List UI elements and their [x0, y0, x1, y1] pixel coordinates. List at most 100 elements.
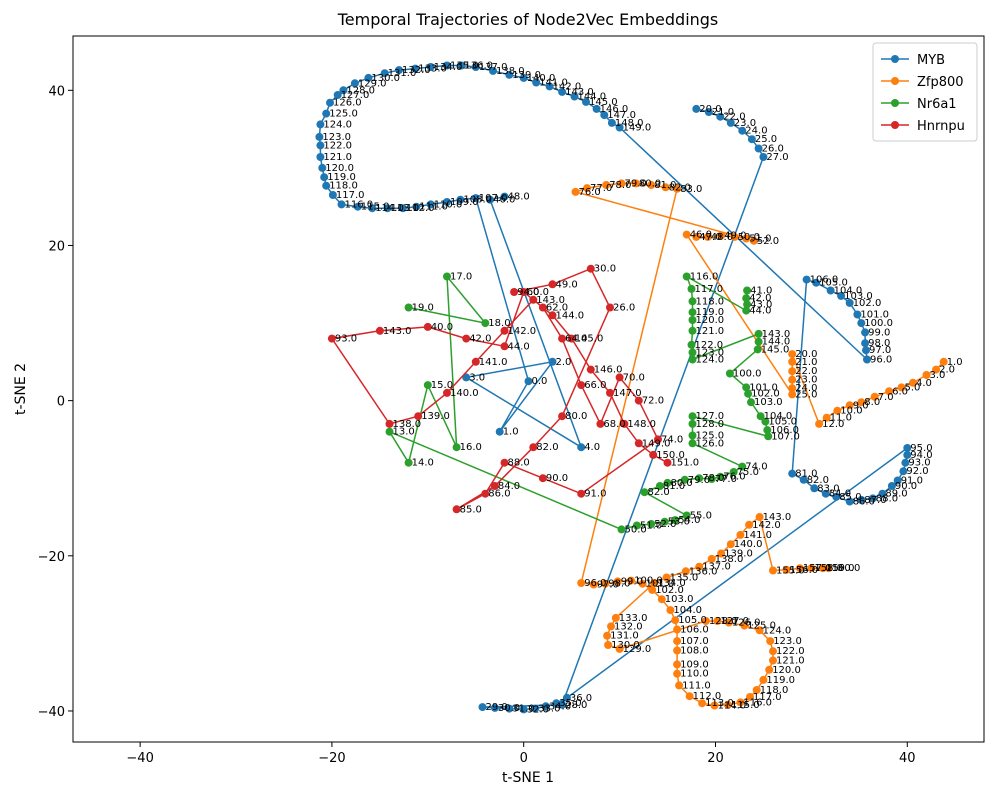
- point-label-zfp800: 127.0: [720, 616, 749, 627]
- point-label-zfp800: 47.0: [699, 232, 721, 243]
- point-label-myb: 82.0: [807, 475, 829, 486]
- data-point-hnrnpu: [663, 458, 672, 467]
- point-label-myb: 30.0: [498, 703, 520, 714]
- point-label-hnrnpu: 62.0: [546, 303, 568, 314]
- point-label-hnrnpu: 149.0: [642, 438, 671, 449]
- point-label-zfp800: 131.0: [610, 631, 639, 642]
- legend-item-hnrnpu: Hnrnpu: [881, 119, 965, 134]
- data-point-myb: [395, 66, 403, 75]
- chart-title: Temporal Trajectories of Node2Vec Embedd…: [337, 10, 719, 29]
- data-point-myb: [541, 702, 550, 711]
- point-label-hnrnpu: 90.0: [546, 473, 568, 484]
- point-label-nr6a1: 74.0: [745, 462, 767, 473]
- data-point-hnrnpu: [500, 326, 509, 335]
- point-label-nr6a1: 13.0: [393, 427, 415, 438]
- data-point-zfp800: [845, 401, 854, 410]
- point-label-myb: 137.0: [479, 62, 508, 73]
- legend-label: Zfp800: [917, 75, 964, 90]
- point-label-hnrnpu: 26.0: [613, 303, 635, 314]
- data-point-myb: [411, 64, 420, 73]
- data-point-hnrnpu: [548, 311, 557, 320]
- data-point-zfp800: [818, 564, 827, 573]
- point-label-myb: 121.0: [323, 152, 352, 163]
- data-point-nr6a1: [688, 316, 697, 324]
- point-label-nr6a1: 44.0: [749, 306, 771, 317]
- data-point-nr6a1: [707, 475, 716, 483]
- data-point-myb: [862, 346, 870, 355]
- point-label-myb: 101.0: [860, 310, 889, 321]
- point-label-myb: 34.0: [549, 701, 571, 712]
- point-label-nr6a1: 81.0: [663, 481, 685, 492]
- point-label-zfp800: 3.0: [930, 370, 946, 381]
- point-label-zfp800: 82.0: [669, 182, 691, 193]
- data-point-myb: [759, 153, 768, 161]
- data-point-nr6a1: [695, 474, 704, 483]
- data-point-zfp800: [932, 365, 941, 374]
- point-label-myb: 120.0: [325, 163, 354, 174]
- point-label-zfp800: 23.0: [795, 375, 817, 386]
- data-point-myb: [826, 286, 835, 295]
- point-label-myb: 106.0: [810, 275, 839, 286]
- point-label-zfp800: 81.0: [654, 180, 676, 191]
- legend-marker: [891, 55, 899, 63]
- data-point-nr6a1: [682, 272, 691, 281]
- point-label-nr6a1: 125.0: [696, 431, 725, 442]
- point-label-myb: 86.0: [853, 497, 875, 508]
- point-label-nr6a1: 145.0: [761, 344, 790, 355]
- data-point-zfp800: [755, 513, 764, 521]
- point-label-zfp800: 100.0: [634, 576, 663, 587]
- point-label-nr6a1: 55.0: [690, 511, 712, 522]
- point-label-nr6a1: 124.0: [696, 355, 725, 366]
- data-point-nr6a1: [742, 294, 751, 303]
- point-label-nr6a1: 15.0: [431, 380, 453, 391]
- data-point-nr6a1: [385, 427, 394, 436]
- data-point-zfp800: [638, 579, 647, 588]
- data-point-zfp800: [673, 637, 682, 646]
- data-point-myb: [505, 70, 514, 79]
- data-point-hnrnpu: [500, 458, 509, 467]
- point-label-myb: 88.0: [876, 493, 898, 504]
- point-label-nr6a1: 76.0: [723, 472, 745, 483]
- point-label-myb: 92.0: [906, 466, 928, 477]
- point-label-hnrnpu: 64.0: [565, 334, 587, 345]
- point-label-zfp800: 126.0: [732, 618, 761, 629]
- point-label-zfp800: 97.0: [597, 580, 619, 591]
- data-point-zfp800: [742, 234, 751, 243]
- data-point-nr6a1: [763, 426, 772, 435]
- point-label-myb: 84.0: [829, 489, 851, 500]
- point-label-myb: 140.0: [527, 73, 556, 84]
- data-point-zfp800: [717, 231, 726, 240]
- point-label-zfp800: 128.0: [709, 616, 738, 627]
- point-label-nr6a1: 19.0: [412, 303, 434, 314]
- data-point-hnrnpu: [606, 303, 614, 312]
- data-point-myb: [353, 202, 362, 211]
- data-point-nr6a1: [716, 472, 725, 481]
- point-label-zfp800: 12.0: [822, 419, 844, 430]
- data-point-nr6a1: [671, 516, 680, 525]
- point-label-zfp800: 99.0: [621, 576, 643, 587]
- data-point-zfp800: [788, 367, 797, 376]
- point-label-zfp800: 49.0: [724, 230, 746, 241]
- point-label-nr6a1: 18.0: [488, 318, 510, 329]
- point-label-nr6a1: 126.0: [696, 438, 725, 449]
- data-point-nr6a1: [655, 482, 664, 490]
- point-label-myb: 124.0: [323, 119, 352, 130]
- data-point-nr6a1: [744, 389, 753, 398]
- point-label-myb: 131.0: [388, 68, 417, 79]
- series-layer: [315, 61, 948, 714]
- data-point-myb: [887, 482, 896, 490]
- point-label-myb: 119.0: [327, 172, 356, 183]
- point-label-myb: 20.0: [699, 104, 721, 115]
- point-label-hnrnpu: 82.0: [536, 442, 558, 453]
- x-tick-label: −40: [126, 751, 153, 766]
- point-label-myb: 0.0: [532, 376, 548, 387]
- series-zfp800: [571, 179, 948, 710]
- point-label-nr6a1: 42.0: [749, 293, 771, 304]
- data-point-hnrnpu: [596, 419, 605, 428]
- point-label-zfp800: 120.0: [772, 665, 801, 676]
- point-label-nr6a1: 53.0: [668, 517, 690, 528]
- y-tick-label: −40: [38, 705, 65, 720]
- data-point-zfp800: [795, 564, 804, 573]
- point-label-hnrnpu: 70.0: [623, 372, 645, 383]
